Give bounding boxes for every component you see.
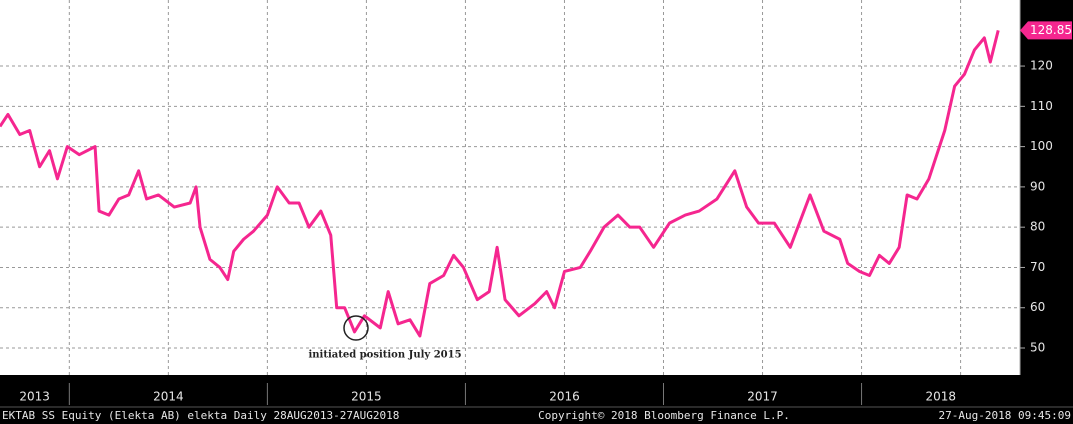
last-value-label: 128.85 — [1030, 23, 1072, 37]
y-tick-label: 120 — [1030, 59, 1053, 73]
footer-center: Copyright© 2018 Bloomberg Finance L.P. — [538, 409, 790, 422]
x-tick-label: 2016 — [549, 390, 580, 404]
last-value-tag — [1020, 21, 1072, 40]
annotation: initiated position July 2015 — [308, 350, 461, 361]
x-tick-label: 2017 — [747, 390, 778, 404]
y-tick-label: 50 — [1030, 341, 1045, 355]
y-tick-label: 90 — [1030, 179, 1045, 193]
y-tick-label: 110 — [1030, 99, 1053, 113]
plot-area — [0, 0, 1020, 375]
y-tick-label: 70 — [1030, 260, 1045, 274]
marks — [0, 30, 1000, 338]
footer-left: EKTAB SS Equity (Elekta AB) elekta Daily… — [2, 409, 399, 422]
y-tick-label: 80 — [1030, 220, 1045, 234]
x-tick-label: 2013 — [19, 390, 50, 404]
x-tick-label: 2014 — [153, 390, 184, 404]
annotation-circle — [343, 315, 369, 341]
grid — [0, 0, 1020, 375]
x-tick-label: 2015 — [351, 390, 382, 404]
line — [0, 30, 1000, 338]
x-tick-label: 2018 — [926, 390, 957, 404]
y-tick-label: 100 — [1030, 139, 1053, 153]
y-tick-label: 60 — [1030, 300, 1045, 314]
footer-right: 27-Aug-2018 09:45:09 — [939, 409, 1071, 422]
